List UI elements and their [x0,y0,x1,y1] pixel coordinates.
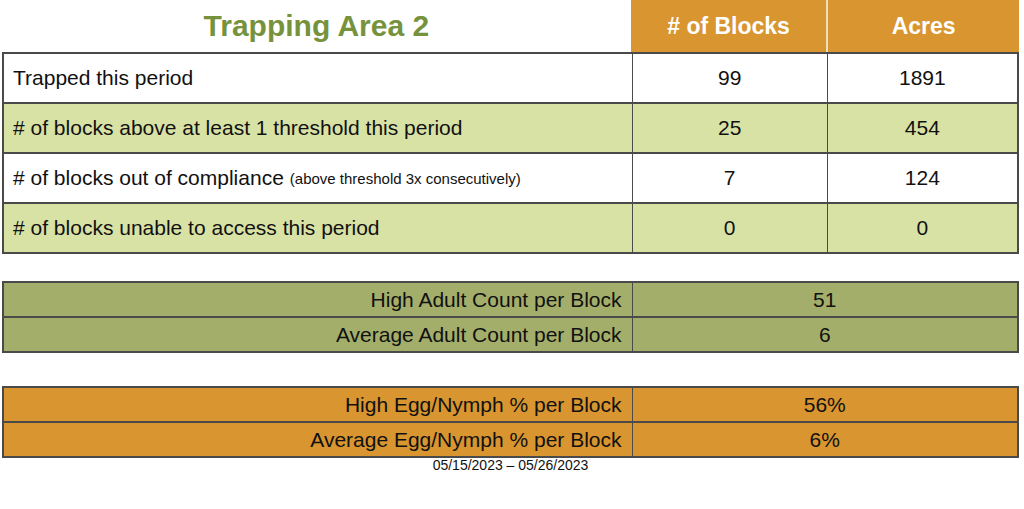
column-header-blocks: # of Blocks [631,0,827,52]
main-table: Trapped this period 99 1891 # of blocks … [2,52,1019,254]
row-label: # of blocks above at least 1 threshold t… [13,116,462,140]
table-header-row: Trapping Area 2 # of Blocks Acres [2,0,1019,52]
table-row: # of blocks above at least 1 threshold t… [4,102,1017,152]
blocks-value: 99 [632,54,827,102]
row-label: High Egg/Nymph % per Block [4,388,632,421]
row-label: # of blocks unable to access this period [13,216,380,240]
acres-value: 454 [827,104,1017,152]
blocks-value: 25 [632,104,827,152]
acres-value: 124 [827,154,1017,202]
row-value: 6 [632,318,1017,351]
row-label: High Adult Count per Block [4,283,632,316]
row-label-cell: # of blocks unable to access this period [4,204,632,252]
row-value: 51 [632,283,1017,316]
row-label: Average Egg/Nymph % per Block [4,423,632,456]
egg-nymph-table: High Egg/Nymph % per Block 56% Average E… [2,386,1019,458]
row-label: # of blocks out of compliance [13,166,284,190]
table-row: Average Adult Count per Block 6 [4,316,1017,351]
row-label: Average Adult Count per Block [4,318,632,351]
table-row: High Adult Count per Block 51 [4,283,1017,316]
row-label: Trapped this period [13,66,193,90]
acres-value: 0 [827,204,1017,252]
acres-value: 1891 [827,54,1017,102]
table-row: Average Egg/Nymph % per Block 6% [4,421,1017,456]
report-page: Trapping Area 2 # of Blocks Acres Trappe… [0,0,1024,509]
adult-count-table: High Adult Count per Block 51 Average Ad… [2,281,1019,353]
row-sublabel: (above threshold 3x consecutively) [290,170,521,187]
row-label-cell: Trapped this period [4,54,632,102]
page-title: Trapping Area 2 [2,0,631,52]
table-row: Trapped this period 99 1891 [4,54,1017,102]
row-value: 56% [632,388,1017,421]
table-row: # of blocks unable to access this period… [4,202,1017,252]
table-row: High Egg/Nymph % per Block 56% [4,388,1017,421]
row-label-cell: # of blocks above at least 1 threshold t… [4,104,632,152]
column-header-acres: Acres [826,0,1019,52]
blocks-value: 7 [632,154,827,202]
row-label-cell: # of blocks out of compliance (above thr… [4,154,632,202]
blocks-value: 0 [632,204,827,252]
table-row: # of blocks out of compliance (above thr… [4,152,1017,202]
row-value: 6% [632,423,1017,456]
date-range: 05/15/2023 – 05/26/2023 [2,457,1019,473]
